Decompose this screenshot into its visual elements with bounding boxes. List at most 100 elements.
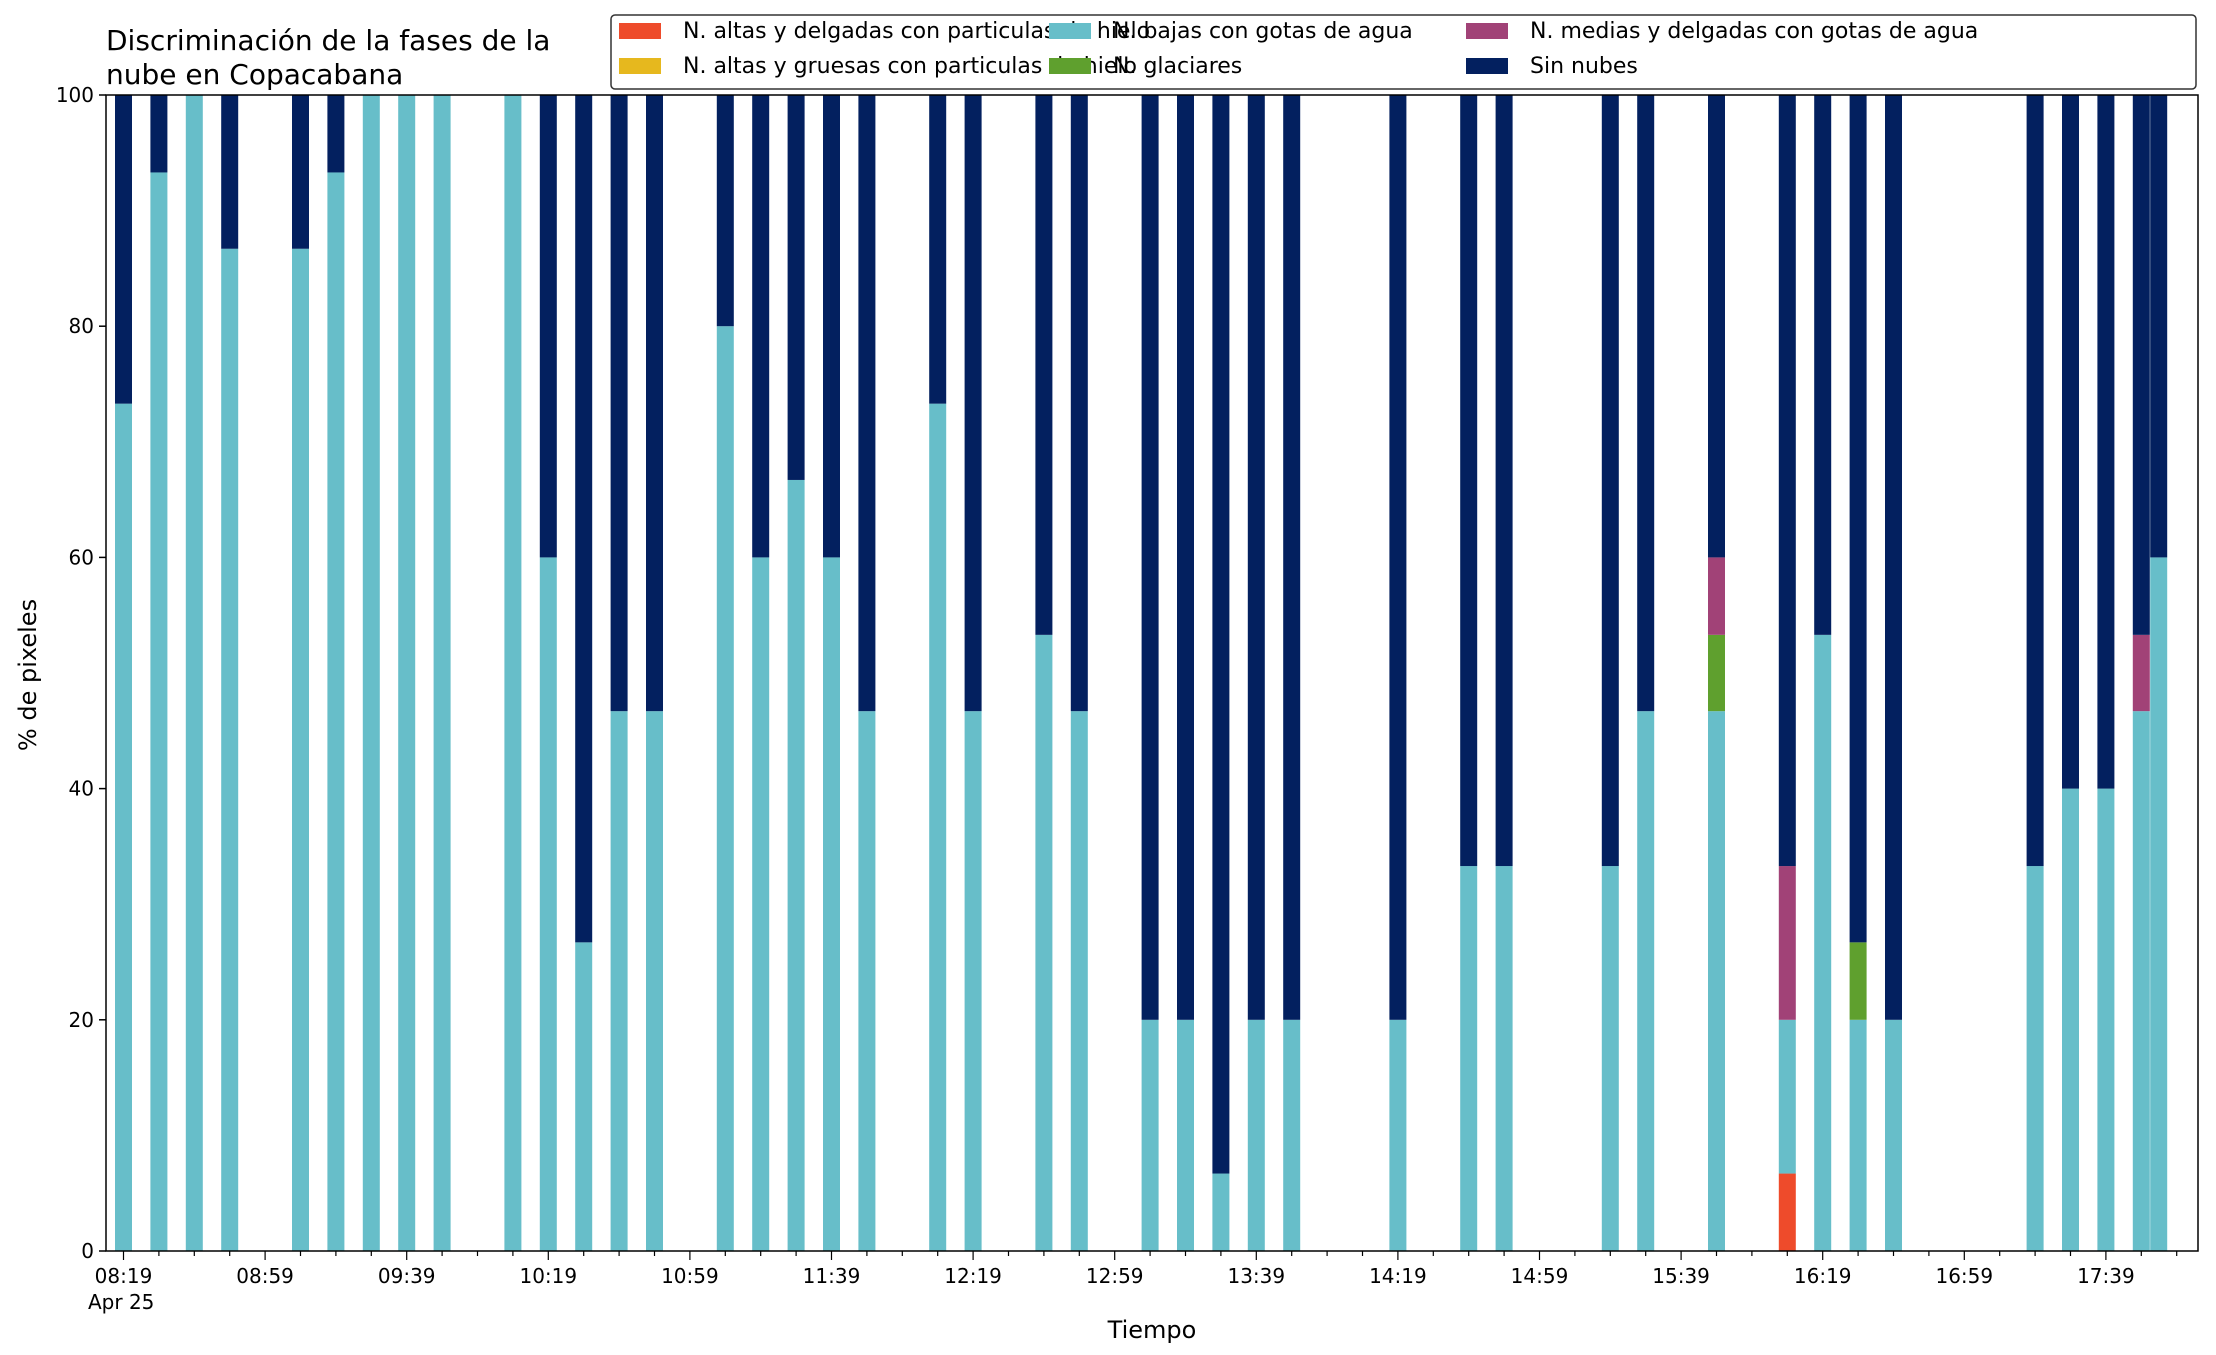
bar-segment	[1708, 711, 1725, 1251]
bar-segment	[575, 95, 593, 943]
bar-segment	[292, 248, 309, 1251]
legend: N. altas y delgadas con particulas de hi…	[610, 14, 2197, 90]
bar-segment	[2150, 95, 2168, 558]
bar-segment	[1778, 1019, 1796, 1174]
legend-box	[610, 14, 2197, 90]
bar-segment	[2062, 788, 2079, 1251]
y-axis-label: % de pixeles	[14, 599, 42, 751]
bar-segment	[964, 95, 982, 712]
bar-segment	[610, 711, 628, 1251]
chart-title-line-1: Discriminación de la fases de la	[106, 24, 550, 57]
bar-segment	[1460, 95, 1478, 867]
x-tick-label: 16:19	[1794, 1264, 1852, 1288]
bar-segment	[610, 95, 628, 712]
bar-segment	[1283, 1019, 1301, 1251]
x-tick-label: 12:19	[944, 1264, 1002, 1288]
x-tick-label: 16:59	[1935, 1264, 1993, 1288]
bar-segment	[2150, 557, 2168, 1251]
bar-segment	[716, 326, 734, 1251]
bar-segment	[787, 479, 805, 1251]
x-tick-label: 15:39	[1652, 1264, 1710, 1288]
bar-segment	[1778, 866, 1796, 1020]
bar-segment	[2132, 634, 2150, 712]
x-tick-label: 11:39	[803, 1264, 861, 1288]
bar-segment	[1177, 1019, 1194, 1251]
bar-segment	[1495, 95, 1513, 867]
bar-segment	[504, 95, 522, 1251]
legend-entry: N. glaciares	[1113, 54, 1242, 79]
x-tick-label: 13:39	[1227, 1264, 1285, 1288]
bar-segment	[150, 172, 168, 1252]
bar-segment	[752, 95, 770, 558]
bar-segment	[539, 557, 557, 1251]
bar-segment	[1778, 95, 1796, 867]
bar-segment	[115, 95, 132, 404]
bar-segment	[185, 95, 203, 1251]
bar-segment	[1035, 634, 1053, 1251]
chart-title-line-2: nube en Copacabana	[106, 58, 403, 91]
bar-segment	[1849, 942, 1867, 1020]
bar-segment	[1601, 866, 1619, 1251]
bar-segment	[823, 557, 840, 1251]
legend-swatch	[1049, 23, 1091, 39]
bar-segment	[1247, 95, 1265, 1020]
bar-segment	[1141, 95, 1159, 1020]
legend-entry: N. bajas con gotas de agua	[1113, 19, 1413, 44]
x-tick-label: 10:59	[661, 1264, 719, 1288]
y-tick-label: 100	[56, 83, 94, 107]
bar-segment	[2026, 866, 2044, 1251]
bar-segment	[2026, 95, 2044, 867]
bar-segment	[1212, 95, 1230, 1174]
bar-segment	[929, 403, 947, 1251]
chart-title: Discriminación de la fases de la nube en…	[106, 24, 550, 91]
bar-segment	[2132, 711, 2150, 1251]
legend-swatch	[1466, 58, 1508, 74]
legend-entry: N. medias y delgadas con gotas de agua	[1530, 19, 1978, 44]
y-tick-label: 80	[69, 314, 94, 338]
legend-swatch	[619, 58, 661, 74]
bar-segment	[1885, 1019, 1902, 1251]
bar-segment	[929, 95, 947, 404]
bar-segment	[1495, 866, 1513, 1251]
bar-segment	[2132, 95, 2150, 635]
bar-segment	[2097, 95, 2115, 789]
legend-swatch	[1049, 58, 1091, 74]
bar-segment	[1212, 1173, 1230, 1251]
legend-swatch	[619, 23, 661, 39]
axes-group: 0 20 40 60 80 100 08:19 08:59 09:39 10:19 10:59 11:…	[56, 83, 2199, 1314]
x-tick-label: 12:59	[1086, 1264, 1144, 1288]
bar-segment	[433, 95, 451, 1251]
bar-segment	[858, 711, 876, 1251]
bar-segment	[858, 95, 876, 712]
y-tick-label: 40	[69, 777, 94, 801]
x-axis-label: Tiempo	[1107, 1316, 1197, 1344]
bar-segment	[1601, 95, 1619, 867]
bars-group	[115, 95, 2168, 1252]
bar-segment	[1849, 95, 1867, 943]
bar-segment	[1814, 634, 1832, 1251]
bar-segment	[1708, 95, 1725, 558]
bar-segment	[1070, 711, 1088, 1251]
bar-segment	[115, 403, 132, 1251]
bar-segment	[1460, 866, 1478, 1251]
bar-segment	[539, 95, 557, 558]
bar-segment	[1778, 1173, 1796, 1251]
bar-segment	[1814, 95, 1832, 635]
plot-frame	[105, 94, 2199, 1252]
bar-segment	[2062, 95, 2079, 789]
bar-segment	[1177, 95, 1194, 1020]
x-tick-label: 17:39	[2077, 1264, 2135, 1288]
y-tick-label: 0	[81, 1239, 94, 1263]
y-tick-label: 20	[69, 1008, 94, 1032]
bar-segment	[575, 942, 593, 1251]
bar-segment	[1283, 95, 1301, 1020]
bar-segment	[1247, 1019, 1265, 1251]
bar-segment	[1035, 95, 1053, 635]
bar-segment	[646, 95, 663, 712]
bar-segment	[1637, 711, 1655, 1251]
bar-segment	[716, 95, 734, 327]
bar-segment	[646, 711, 663, 1251]
x-date-label: Apr 25	[88, 1290, 154, 1314]
x-tick-label: 08:59	[236, 1264, 294, 1288]
bar-segment	[327, 172, 345, 1252]
